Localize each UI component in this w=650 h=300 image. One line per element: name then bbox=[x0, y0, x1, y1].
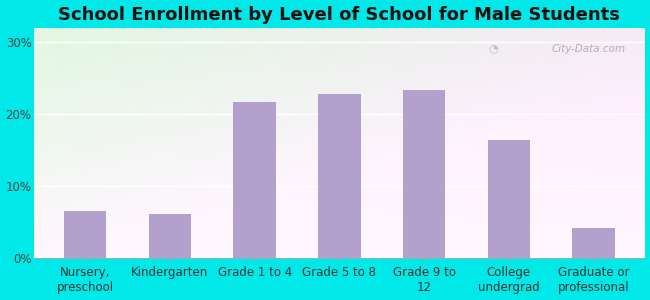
Bar bbox=[488, 140, 530, 258]
Bar bbox=[233, 102, 276, 258]
Bar bbox=[64, 211, 107, 258]
Bar bbox=[573, 228, 615, 258]
Text: City-Data.com: City-Data.com bbox=[552, 44, 626, 54]
Bar bbox=[318, 94, 361, 258]
Title: School Enrollment by Level of School for Male Students: School Enrollment by Level of School for… bbox=[58, 6, 620, 24]
Bar bbox=[403, 91, 445, 258]
Text: ◔: ◔ bbox=[489, 43, 499, 53]
Bar bbox=[149, 214, 191, 258]
